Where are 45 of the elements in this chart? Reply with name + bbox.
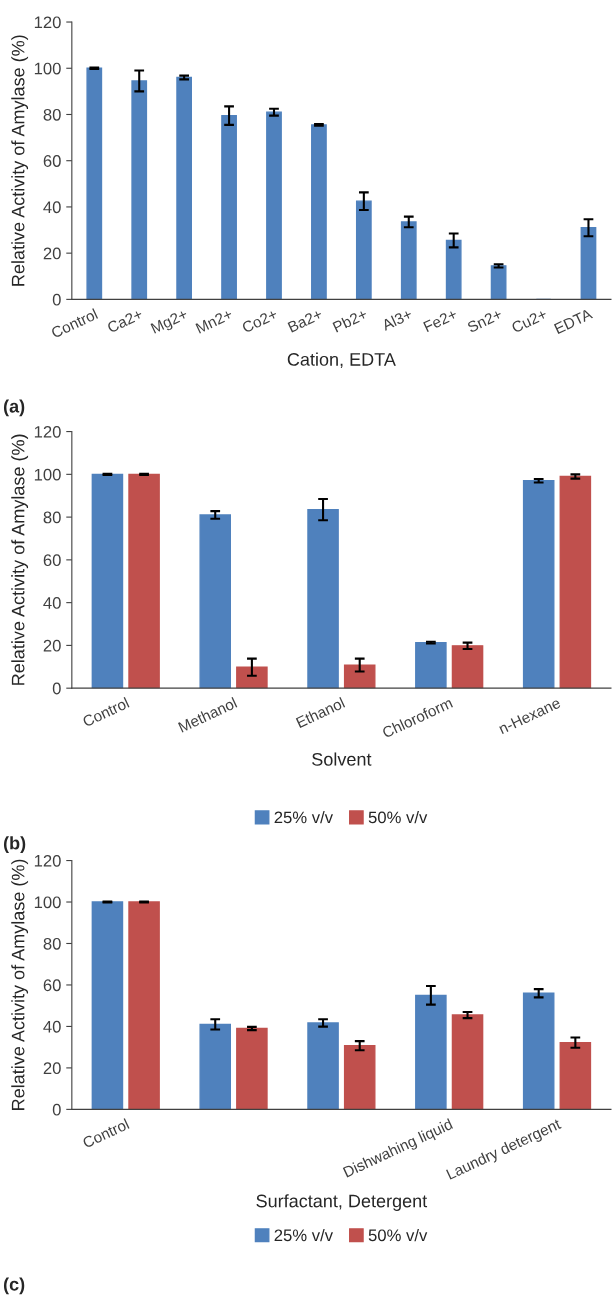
y-tick-label: 20 <box>43 247 61 260</box>
x-tick-label: Sn2+ <box>466 308 503 333</box>
y-tick-label: 100 <box>34 468 61 481</box>
x-tick-label: Ba2+ <box>287 308 323 333</box>
y-tick-label: 100 <box>34 62 61 75</box>
legend-label: 25% v/v <box>274 1228 333 1242</box>
x-axis-title: Surfactant, Detergent <box>256 1194 428 1211</box>
y-axis-title: Relative Activity of Amylase (%) <box>11 434 29 685</box>
y-tick-label: 40 <box>43 201 61 214</box>
x-axis-title: Cation, EDTA <box>287 352 396 368</box>
legend-label: 25% v/v <box>274 811 333 824</box>
y-tick-label: 120 <box>34 16 61 29</box>
y-tick-label: 0 <box>52 682 61 695</box>
y-tick-label: 100 <box>34 896 61 909</box>
y-tick-label: 60 <box>43 554 61 567</box>
text: (b) <box>3 836 26 854</box>
x-tick-label: Fe2+ <box>423 308 458 333</box>
y-tick-label: 60 <box>43 979 61 992</box>
y-tick-label: 60 <box>43 155 61 167</box>
x-tick-label: Mg2+ <box>150 308 190 337</box>
text: (a) <box>3 399 25 417</box>
y-tick-label: 120 <box>34 854 61 867</box>
y-tick-label: 40 <box>43 597 61 609</box>
legend-label: 50% v/v <box>368 811 428 824</box>
legend-label: 50% v/v <box>368 1228 428 1242</box>
y-tick-label: 80 <box>43 511 61 524</box>
y-axis-title: Relative Activity of Amylase (%) <box>11 35 29 286</box>
x-tick-label: Cu2+ <box>510 308 548 334</box>
y-tick-label: 0 <box>52 293 61 306</box>
x-tick-label: Al3+ <box>380 308 413 331</box>
y-tick-label: 40 <box>43 1020 61 1033</box>
y-tick-label: 20 <box>43 1062 61 1075</box>
y-tick-label: 120 <box>34 425 61 438</box>
x-axis-title: Solvent <box>312 752 372 766</box>
x-tick-label: Co2+ <box>241 308 279 334</box>
x-tick-label: Mn2+ <box>195 308 234 334</box>
x-tick-label: Ca2+ <box>106 308 144 334</box>
text: (c) <box>3 1277 25 1295</box>
x-tick-label: EDTA <box>553 308 594 334</box>
y-tick-label: 0 <box>52 1103 61 1116</box>
y-tick-label: 20 <box>43 639 61 652</box>
y-tick-label: 80 <box>43 108 61 121</box>
y-tick-label: 80 <box>43 937 61 950</box>
x-tick-label: Pb2+ <box>332 308 368 333</box>
y-axis-title: Relative Activity of Amylase (%) <box>11 859 29 1110</box>
